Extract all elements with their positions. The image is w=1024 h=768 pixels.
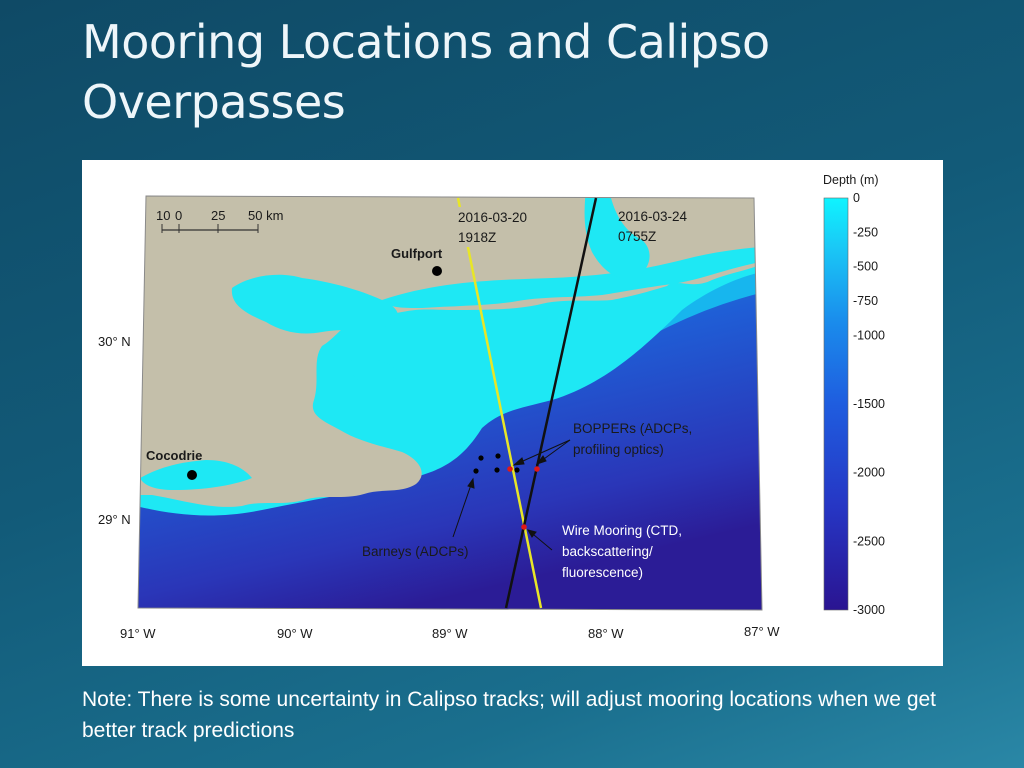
lon-label: 88° W — [588, 626, 624, 641]
barney-mooring — [495, 453, 501, 459]
slide-note: Note: There is some uncertainty in Calip… — [82, 688, 937, 742]
cocodrie-marker — [187, 470, 197, 480]
breton-sound — [350, 358, 400, 385]
barney-mooring — [494, 467, 500, 473]
wire-mooring-annotation: Wire Mooring (CTD, — [562, 523, 682, 538]
lon-label: 89° W — [432, 626, 468, 641]
overpass-time-label: 0755Z — [618, 229, 656, 244]
wire-mooring-annotation: backscattering/ — [562, 544, 653, 559]
lat-label: 29° N — [98, 512, 131, 527]
mobile-bay — [584, 196, 650, 279]
colorbar-tick-label: 0 — [853, 191, 860, 205]
map-svg: 10 0 25 50 km Gulfport Cocodrie 2016-03-… — [98, 173, 885, 641]
scale-tick-label: 10 — [156, 208, 170, 223]
lon-label: 90° W — [277, 626, 313, 641]
lon-label: 87° W — [744, 624, 780, 639]
overpass-track-2016-03-20 — [456, 197, 543, 609]
colorbar-tick-label: -3000 — [853, 603, 885, 617]
colorbar-tick-label: -2000 — [853, 466, 885, 480]
barneys-moorings — [473, 453, 520, 474]
bopper-mooring — [534, 466, 540, 472]
scale-bar: 10 0 25 50 km — [156, 208, 283, 233]
annotation-arrows — [452, 439, 571, 551]
barney-mooring — [514, 467, 520, 473]
overpass-time-label: 1918Z — [458, 230, 496, 245]
wire-mooring-marker — [521, 524, 527, 530]
colorbar-tick-label: -750 — [853, 294, 878, 308]
scale-tick-label: 25 — [211, 208, 225, 223]
barneys-annotation: Barneys (ADCPs) — [362, 544, 469, 559]
colorbar-tick-label: -500 — [853, 260, 878, 274]
wire-mooring-annotation: fluorescence) — [562, 565, 643, 580]
overpass-date-label: 2016-03-20 — [458, 210, 527, 225]
cocodrie-label: Cocodrie — [146, 448, 202, 463]
colorbar-tick-label: -1000 — [853, 328, 885, 342]
map-frame — [137, 195, 763, 611]
map-area — [138, 196, 762, 610]
mooring-map-figure: 10 0 25 50 km Gulfport Cocodrie 2016-03-… — [82, 160, 943, 666]
boppers-annotation: BOPPERs (ADCPs, — [573, 421, 692, 436]
colorbar-tick-label: -250 — [853, 225, 878, 239]
gulfport-marker — [432, 266, 442, 276]
scale-tick-label: 0 — [175, 208, 182, 223]
overpass-track-2016-03-24 — [504, 197, 598, 609]
boppers-annotation: profiling optics) — [573, 442, 664, 457]
lake-pontchartrain — [231, 274, 398, 334]
lon-label: 91° W — [120, 626, 156, 641]
overpass-date-label: 2016-03-24 — [618, 209, 688, 224]
scale-tick-label: 50 km — [248, 208, 283, 223]
mississippi-sound — [382, 246, 762, 308]
colorbar-tick-label: -2500 — [853, 534, 885, 548]
lat-label: 30° N — [98, 334, 131, 349]
colorbar-tick-label: -1500 — [853, 397, 885, 411]
bopper-mooring — [507, 466, 513, 472]
overpass-label-bg — [454, 207, 542, 247]
colorbar-title: Depth (m) — [823, 173, 879, 187]
barney-mooring — [478, 455, 484, 461]
barney-mooring — [473, 468, 479, 474]
slide-title: Mooring Locations and Calipso Overpasses — [82, 15, 770, 129]
depth-colorbar: Depth (m) 0 -250 -500 -750 -1000 -1500 -2000 -2… — [823, 173, 885, 617]
gulfport-label: Gulfport — [391, 246, 443, 261]
